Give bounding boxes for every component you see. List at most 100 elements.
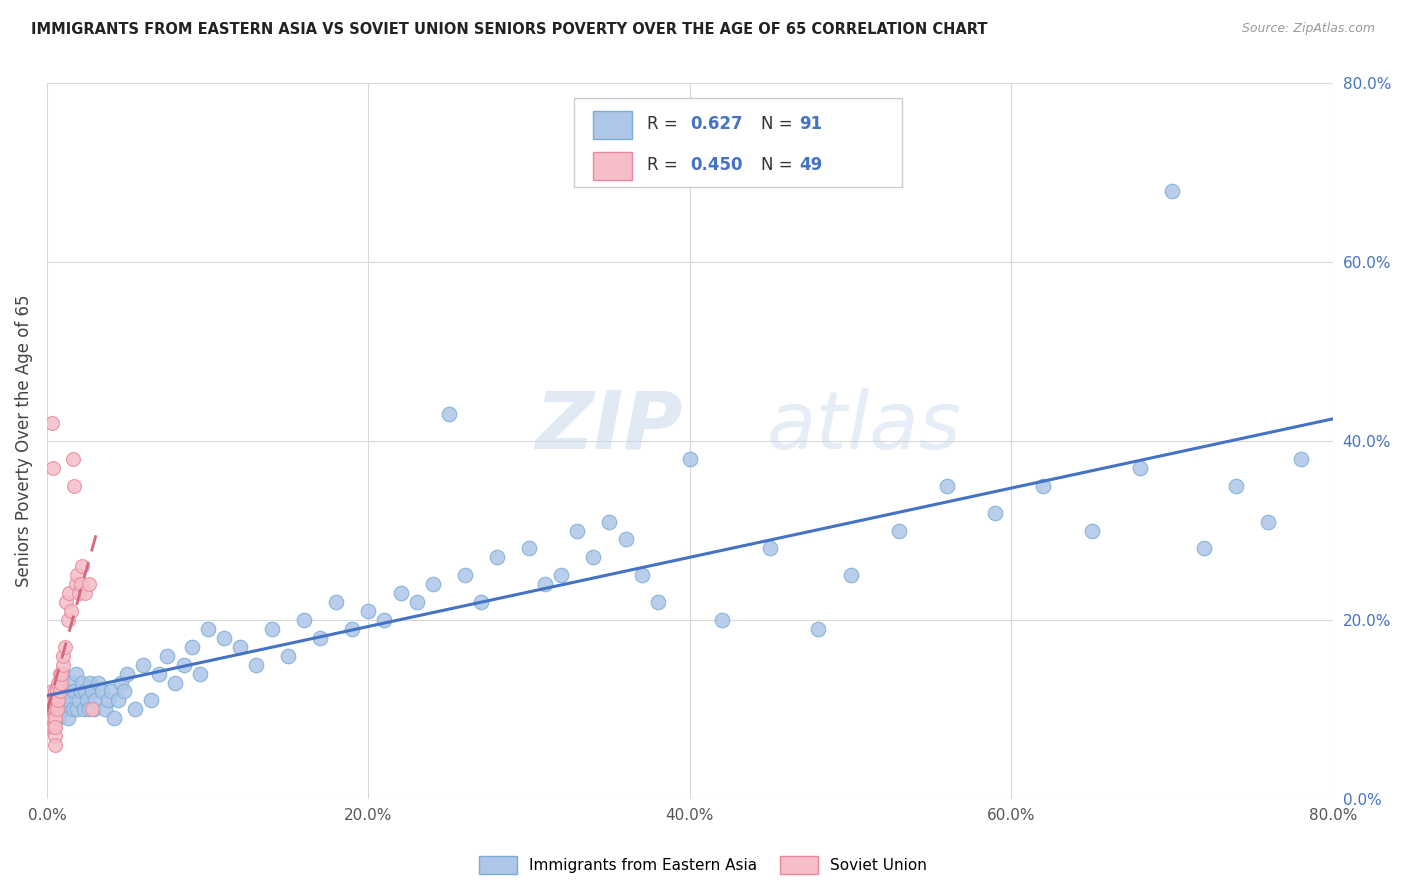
Point	[148, 666, 170, 681]
Text: 0.450: 0.450	[690, 156, 742, 174]
Point	[710, 613, 733, 627]
Point	[87, 675, 110, 690]
Point	[44, 702, 66, 716]
Point	[63, 479, 86, 493]
Text: N =: N =	[761, 156, 797, 174]
Point	[156, 648, 179, 663]
Point	[1032, 479, 1054, 493]
Bar	[593, 152, 631, 180]
Point	[53, 702, 76, 716]
Point	[48, 684, 70, 698]
Point	[51, 675, 73, 690]
Point	[342, 622, 364, 636]
Point	[70, 559, 93, 574]
Point	[90, 684, 112, 698]
Point	[44, 720, 66, 734]
Point	[357, 604, 380, 618]
Point	[45, 693, 67, 707]
Text: 0.627: 0.627	[690, 114, 742, 133]
Point	[936, 479, 959, 493]
Point	[807, 622, 830, 636]
Point	[58, 693, 80, 707]
Point	[389, 586, 412, 600]
Point	[1225, 479, 1247, 493]
Point	[75, 684, 97, 698]
Point	[422, 577, 444, 591]
Point	[117, 666, 139, 681]
Point	[52, 666, 75, 681]
Point	[1289, 452, 1312, 467]
Point	[73, 702, 96, 716]
Point	[79, 675, 101, 690]
Point	[485, 550, 508, 565]
Point	[41, 693, 63, 707]
Point	[188, 666, 211, 681]
Point	[1161, 184, 1184, 198]
Point	[44, 702, 66, 716]
Point	[41, 711, 63, 725]
Point	[48, 675, 70, 690]
Text: R =: R =	[647, 156, 683, 174]
Point	[76, 693, 98, 707]
Point	[39, 702, 62, 716]
Point	[80, 684, 103, 698]
Point	[180, 640, 202, 654]
Point	[550, 568, 572, 582]
Point	[1080, 524, 1102, 538]
Point	[197, 622, 219, 636]
Point	[52, 693, 75, 707]
Point	[245, 657, 267, 672]
Bar	[593, 111, 631, 139]
Text: Source: ZipAtlas.com: Source: ZipAtlas.com	[1241, 22, 1375, 36]
FancyBboxPatch shape	[574, 98, 903, 187]
Text: atlas: atlas	[768, 388, 962, 466]
Point	[534, 577, 557, 591]
Point	[325, 595, 347, 609]
Point	[58, 586, 80, 600]
Point	[59, 604, 82, 618]
Point	[373, 613, 395, 627]
Text: 49: 49	[799, 156, 823, 174]
Point	[69, 577, 91, 591]
Point	[62, 702, 84, 716]
Point	[44, 684, 66, 698]
Point	[165, 675, 187, 690]
Point	[437, 407, 460, 421]
Point	[37, 720, 59, 734]
Point	[759, 541, 782, 556]
Point	[97, 693, 120, 707]
Legend: Immigrants from Eastern Asia, Soviet Union: Immigrants from Eastern Asia, Soviet Uni…	[472, 850, 934, 880]
Point	[598, 515, 620, 529]
Point	[647, 595, 669, 609]
Point	[41, 416, 63, 430]
Point	[83, 702, 105, 716]
Point	[55, 595, 77, 609]
Point	[39, 693, 62, 707]
Y-axis label: Seniors Poverty Over the Age of 65: Seniors Poverty Over the Age of 65	[15, 295, 32, 587]
Point	[44, 711, 66, 725]
Point	[614, 533, 637, 547]
Point	[44, 684, 66, 698]
Point	[65, 666, 87, 681]
Point	[80, 702, 103, 716]
Point	[107, 693, 129, 707]
Point	[405, 595, 427, 609]
Point	[229, 640, 252, 654]
Point	[839, 568, 862, 582]
Point	[67, 693, 90, 707]
Point	[45, 693, 67, 707]
Point	[470, 595, 492, 609]
Point	[75, 586, 97, 600]
Point	[984, 506, 1007, 520]
Text: ZIP: ZIP	[536, 388, 683, 466]
Point	[39, 711, 62, 725]
Point	[260, 622, 283, 636]
Point	[45, 684, 67, 698]
Point	[52, 657, 75, 672]
Point	[277, 648, 299, 663]
Point	[112, 684, 135, 698]
Point	[292, 613, 315, 627]
Point	[55, 684, 77, 698]
Point	[42, 702, 65, 716]
Point	[56, 711, 79, 725]
